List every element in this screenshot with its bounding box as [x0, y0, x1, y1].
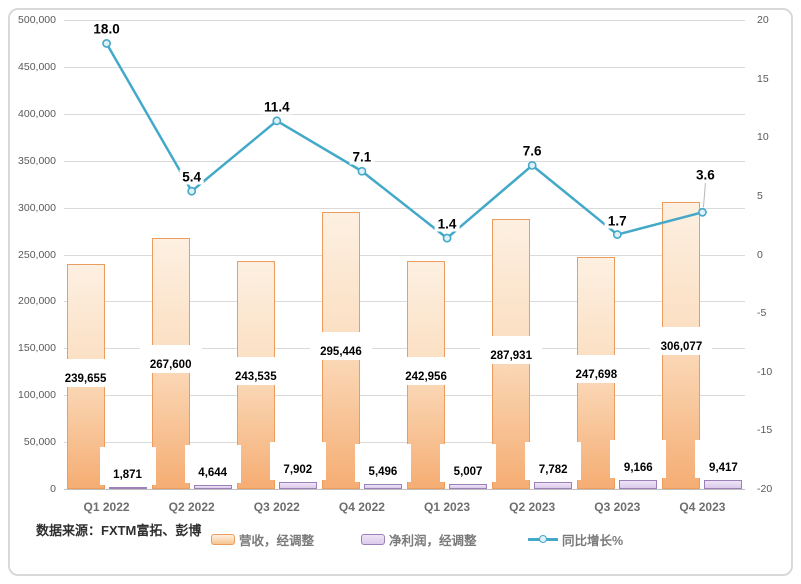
profit-bar — [108, 487, 147, 490]
line-point-label: 3.6 — [693, 167, 718, 183]
gridline — [64, 254, 745, 256]
gridline — [64, 160, 745, 162]
right-axis-tick: 15 — [757, 72, 769, 85]
right-axis-tick: -15 — [757, 424, 773, 437]
revenue-bar-label: 247,698 — [565, 354, 628, 383]
line-point-label: 18.0 — [90, 21, 123, 37]
x-axis-label: Q4 2023 — [679, 500, 726, 514]
x-axis-label: Q1 2022 — [83, 500, 130, 514]
revenue-bar-label: 295,446 — [309, 332, 372, 361]
line-point-label: 1.7 — [604, 213, 630, 229]
gridline — [64, 489, 745, 490]
left-axis-tick: 0 — [50, 483, 56, 495]
right-axis-tick: 0 — [757, 248, 763, 261]
legend-item-profit: 净利润，经调整 — [361, 531, 477, 548]
profit-bar-label: 4,644 — [184, 444, 241, 483]
left-axis-tick: 200,000 — [18, 295, 56, 308]
x-axis-label: Q1 2023 — [424, 500, 471, 514]
legend-label-profit: 净利润，经调整 — [389, 533, 477, 548]
profit-bar-label: 5,496 — [354, 443, 411, 482]
growth-line-swatch-icon — [528, 534, 558, 545]
line-point-label: 7.6 — [519, 143, 545, 159]
left-axis-tick: 500,000 — [18, 14, 56, 26]
x-axis-label: Q2 2022 — [168, 500, 215, 514]
profit-bar — [449, 484, 488, 489]
left-axis-tick: 50,000 — [23, 436, 56, 449]
profit-bar-label: 7,902 — [269, 441, 326, 480]
right-axis-tick: -20 — [757, 483, 773, 495]
gridline — [64, 442, 745, 444]
line-point-label: 11.4 — [261, 99, 293, 115]
right-axis-tick: 5 — [757, 189, 763, 202]
revenue-bar-label: 306,077 — [650, 327, 713, 356]
left-axis-tick: 400,000 — [18, 107, 56, 120]
gridline — [64, 113, 745, 115]
profit-bar — [534, 481, 573, 489]
profit-bar-label: 9,417 — [695, 440, 752, 479]
revenue-bar-label: 239,655 — [54, 358, 117, 387]
revenue-bar-label: 242,956 — [395, 357, 458, 386]
right-axis-tick: -5 — [757, 307, 767, 320]
gridline — [64, 348, 745, 350]
right-axis-tick: 10 — [757, 131, 769, 144]
gridline — [64, 66, 745, 68]
x-axis-label: Q3 2022 — [253, 500, 300, 514]
right-axis-tick: -10 — [757, 365, 773, 378]
profit-bar-label: 9,166 — [610, 440, 667, 479]
gridline — [64, 20, 745, 21]
right-axis-tick: 20 — [757, 14, 769, 26]
profit-bar — [704, 480, 743, 489]
line-point-label: 7.1 — [349, 149, 375, 165]
profit-bar-label: 5,007 — [440, 444, 497, 483]
source-note: 数据来源：FXTM富拓、彭博 — [36, 523, 202, 538]
left-axis-tick: 250,000 — [18, 248, 56, 261]
left-axis-tick: 300,000 — [18, 201, 56, 214]
profit-bar — [193, 484, 232, 489]
x-axis-label: Q3 2023 — [594, 500, 641, 514]
gridline — [64, 301, 745, 303]
legend-label-revenue: 营收，经调整 — [239, 533, 315, 548]
left-axis-tick: 150,000 — [18, 342, 56, 355]
profit-bar — [619, 480, 658, 489]
revenue-bar-label: 287,931 — [480, 335, 543, 364]
revenue-bar-label: 267,600 — [139, 345, 202, 374]
profit-bar — [363, 483, 402, 489]
left-axis-tick: 350,000 — [18, 154, 56, 167]
profit-bar-label: 1,871 — [99, 447, 156, 486]
gridline — [64, 395, 745, 397]
profit-bar — [278, 481, 317, 489]
line-point-label: 1.4 — [434, 216, 460, 232]
legend-item-revenue: 营收，经调整 — [211, 531, 315, 548]
revenue-swatch-icon — [211, 533, 235, 545]
left-axis-tick: 450,000 — [18, 60, 56, 73]
profit-bar-label: 7,782 — [525, 441, 582, 480]
x-axis-label: Q4 2022 — [338, 500, 385, 514]
x-axis-label: Q2 2023 — [509, 500, 556, 514]
profit-swatch-icon — [361, 533, 385, 545]
left-axis-tick: 100,000 — [18, 389, 56, 402]
gridline — [64, 207, 745, 209]
legend-label-growth: 同比增长% — [562, 533, 624, 548]
line-point-label: 5.4 — [179, 169, 205, 185]
revenue-bar-label: 243,535 — [224, 356, 287, 385]
legend-item-growth: 同比增长% — [528, 531, 624, 548]
